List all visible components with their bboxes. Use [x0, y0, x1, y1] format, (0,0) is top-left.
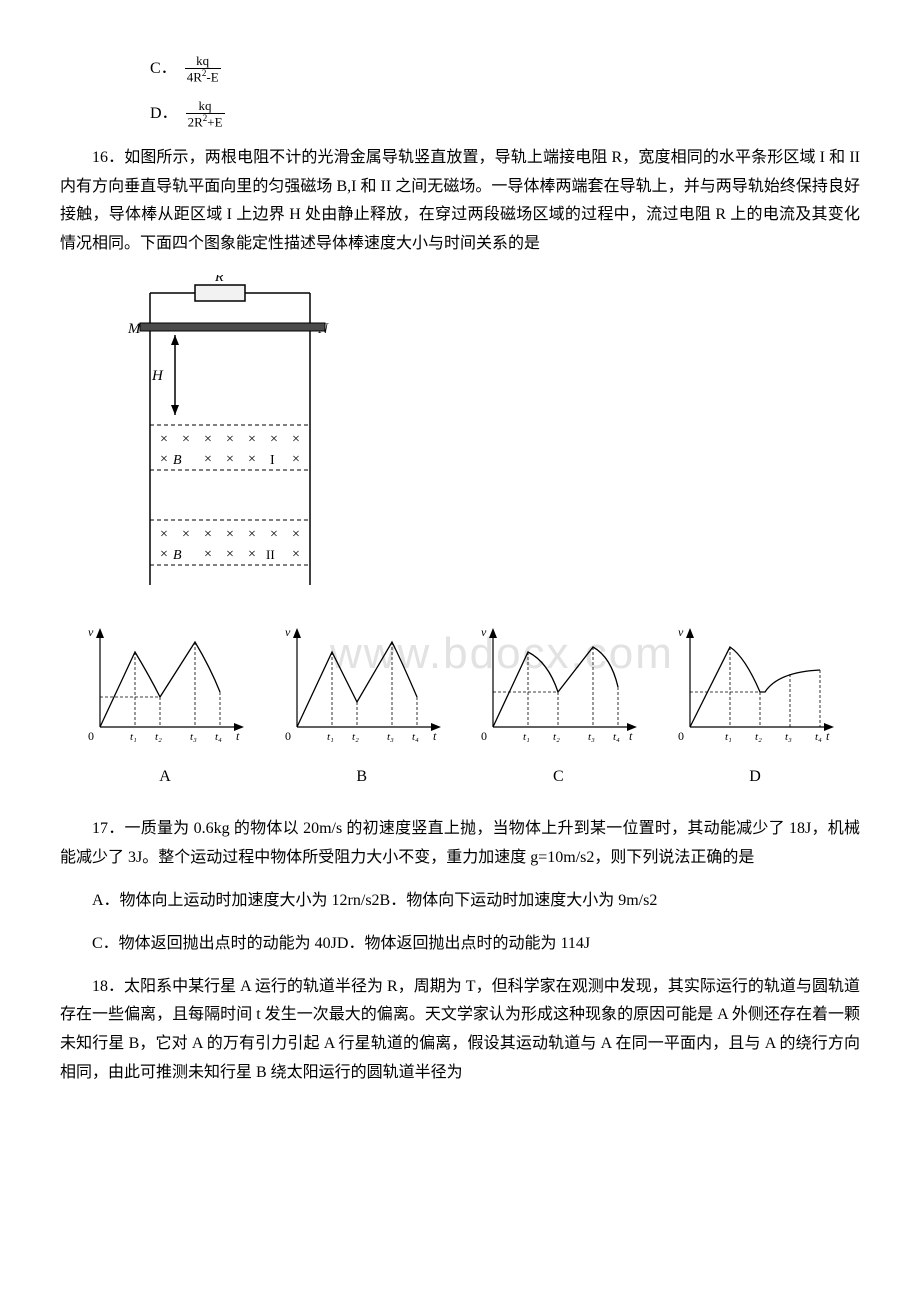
- q17-text: 17．一质量为 0.6kg 的物体以 20m/s 的初速度竖直上抛，当物体上升到…: [60, 815, 860, 873]
- svg-text:t₂: t₂: [553, 731, 560, 743]
- svg-text:×: ×: [204, 432, 212, 447]
- svg-text:t₃: t₃: [190, 731, 197, 743]
- graph-letter: B: [277, 763, 447, 792]
- svg-text:t₃: t₃: [387, 731, 394, 743]
- svg-text:×: ×: [248, 527, 256, 542]
- svg-text:t₄: t₄: [613, 731, 620, 743]
- content: C． kq 4R2-E D． kq 2R2+E 16．如图所示，两根电阻不计的光…: [60, 54, 860, 1088]
- svg-text:×: ×: [204, 452, 212, 467]
- apparatus-svg: R M N H ×××××××: [120, 275, 340, 595]
- fraction: kq 2R2+E: [186, 99, 225, 130]
- q16-diagram: R M N H ×××××××: [120, 275, 860, 606]
- svg-text:×: ×: [160, 527, 168, 542]
- svg-text:0: 0: [678, 729, 684, 743]
- svg-text:t: t: [236, 729, 240, 743]
- q17-opt-ab: A．物体向上运动时加速度大小为 12rn/s2B．物体向下运动时加速度大小为 9…: [60, 887, 860, 916]
- q15-option-c: C． kq 4R2-E: [60, 54, 860, 85]
- svg-text:×: ×: [270, 527, 278, 542]
- svg-text:t₂: t₂: [155, 731, 162, 743]
- svg-text:0: 0: [481, 729, 487, 743]
- svg-text:t₁: t₁: [523, 731, 530, 743]
- q15-option-d: D． kq 2R2+E: [60, 99, 860, 130]
- label-II: II: [266, 547, 275, 562]
- graph-d: v t 0 t₁ t₂ t₃ t₄ D: [670, 622, 840, 792]
- svg-text:v: v: [678, 625, 684, 639]
- svg-text:t: t: [826, 729, 830, 743]
- frac-num: kq: [185, 54, 221, 69]
- svg-text:×: ×: [248, 547, 256, 562]
- frac-num: kq: [186, 99, 225, 114]
- svg-text:×: ×: [226, 432, 234, 447]
- q16-text: 16．如图所示，两根电阻不计的光滑金属导轨竖直放置，导轨上端接电阻 R，宽度相同…: [60, 144, 860, 259]
- graph-letter: C: [473, 763, 643, 792]
- svg-text:×: ×: [292, 452, 300, 467]
- svg-text:v: v: [88, 625, 94, 639]
- svg-text:t₂: t₂: [352, 731, 359, 743]
- q17-opt-cd: C．物体返回抛出点时的动能为 40JD．物体返回抛出点时的动能为 114J: [60, 930, 860, 959]
- q16-graphs: v t 0 t₁ t₂ t₃ t₄ A: [60, 622, 860, 792]
- svg-text:×: ×: [160, 452, 168, 467]
- svg-text:×: ×: [226, 547, 234, 562]
- svg-text:×: ×: [270, 432, 278, 447]
- graph-b: v t 0 t₁ t₂ t₃ t₄ B: [277, 622, 447, 792]
- svg-text:t₁: t₁: [725, 731, 732, 743]
- graph-c: v t 0 t₁ t₂ t₃ t₄ C: [473, 622, 643, 792]
- svg-text:v: v: [285, 625, 291, 639]
- graph-a: v t 0 t₁ t₂ t₃ t₄ A: [80, 622, 250, 792]
- label-B1: B: [173, 453, 182, 468]
- fraction: kq 4R2-E: [185, 54, 221, 85]
- frac-den: 2R2+E: [186, 114, 225, 130]
- svg-text:t₃: t₃: [785, 731, 792, 743]
- page: www.bdocx.com C． kq 4R2-E D． kq 2R2+E 16…: [60, 54, 860, 1088]
- svg-text:t: t: [433, 729, 437, 743]
- svg-text:×: ×: [248, 432, 256, 447]
- svg-text:×: ×: [226, 452, 234, 467]
- svg-text:t₄: t₄: [815, 731, 822, 743]
- label-R: R: [214, 275, 224, 285]
- svg-text:t₃: t₃: [588, 731, 595, 743]
- svg-text:×: ×: [248, 452, 256, 467]
- svg-text:×: ×: [226, 527, 234, 542]
- svg-text:×: ×: [204, 527, 212, 542]
- svg-text:0: 0: [88, 729, 94, 743]
- svg-text:×: ×: [182, 527, 190, 542]
- svg-text:×: ×: [160, 547, 168, 562]
- svg-text:t₁: t₁: [130, 731, 137, 743]
- label-B2: B: [173, 548, 182, 563]
- svg-text:t₄: t₄: [215, 731, 222, 743]
- svg-text:t₁: t₁: [327, 731, 334, 743]
- label-H: H: [151, 368, 164, 384]
- graph-letter: D: [670, 763, 840, 792]
- option-letter: C．: [150, 55, 177, 84]
- svg-text:t: t: [629, 729, 633, 743]
- svg-text:t₂: t₂: [755, 731, 762, 743]
- svg-text:×: ×: [182, 432, 190, 447]
- svg-text:×: ×: [292, 432, 300, 447]
- frac-den: 4R2-E: [185, 69, 221, 85]
- svg-text:×: ×: [160, 432, 168, 447]
- q18-text: 18．太阳系中某行星 A 运行的轨道半径为 R，周期为 T，但科学家在观测中发现…: [60, 973, 860, 1088]
- svg-text:v: v: [481, 625, 487, 639]
- option-letter: D．: [150, 100, 178, 129]
- svg-text:0: 0: [285, 729, 291, 743]
- svg-text:×: ×: [292, 527, 300, 542]
- svg-text:t₄: t₄: [412, 731, 419, 743]
- graph-letter: A: [80, 763, 250, 792]
- svg-text:×: ×: [204, 547, 212, 562]
- label-I: I: [270, 453, 275, 468]
- svg-text:×: ×: [292, 547, 300, 562]
